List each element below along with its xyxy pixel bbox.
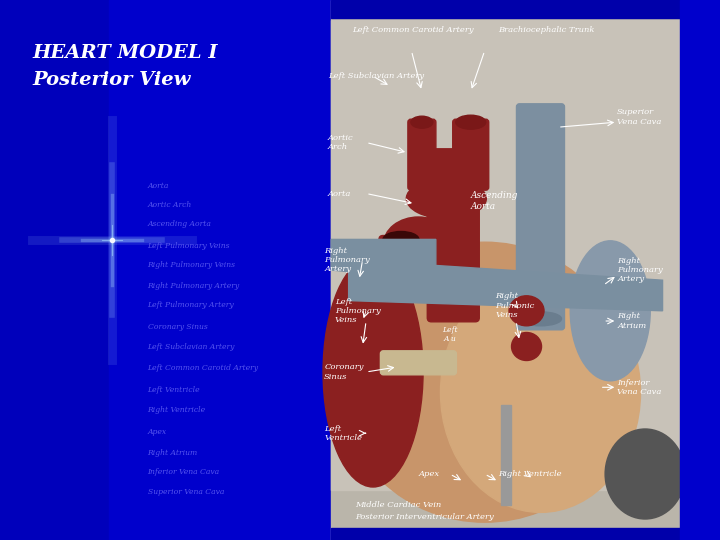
Bar bbox=[500, 404, 510, 504]
Text: Right Ventricle: Right Ventricle bbox=[148, 407, 206, 414]
Text: Superior Vena Cava: Superior Vena Cava bbox=[148, 489, 224, 496]
Ellipse shape bbox=[383, 232, 419, 247]
Ellipse shape bbox=[406, 179, 486, 219]
Ellipse shape bbox=[383, 217, 454, 272]
Text: Left
Ventricle: Left Ventricle bbox=[324, 424, 362, 442]
Text: Right Ventricle: Right Ventricle bbox=[499, 470, 562, 478]
Text: Right
Atrium: Right Atrium bbox=[617, 313, 647, 329]
Ellipse shape bbox=[411, 116, 433, 128]
FancyBboxPatch shape bbox=[380, 351, 456, 375]
Text: Superior
Vena Cava: Superior Vena Cava bbox=[617, 109, 662, 126]
Text: Left Pulmonary Artery: Left Pulmonary Artery bbox=[148, 301, 234, 309]
Text: Apex: Apex bbox=[418, 470, 439, 478]
Ellipse shape bbox=[456, 115, 486, 129]
Text: Left Subclavian Artery: Left Subclavian Artery bbox=[148, 343, 235, 350]
Text: Right Atrium: Right Atrium bbox=[148, 449, 198, 456]
Text: Apex: Apex bbox=[148, 428, 167, 436]
Ellipse shape bbox=[340, 242, 630, 522]
Ellipse shape bbox=[511, 333, 541, 361]
Text: Right
Pulmonary
Artery: Right Pulmonary Artery bbox=[324, 247, 370, 273]
Text: Middle Cardiac Vein: Middle Cardiac Vein bbox=[356, 501, 442, 509]
Text: Ascending
Aorta: Ascending Aorta bbox=[471, 191, 518, 211]
Text: Posterior Interventricular Artery: Posterior Interventricular Artery bbox=[356, 514, 495, 521]
FancyBboxPatch shape bbox=[427, 149, 480, 322]
Text: Left Common Carotid Artery: Left Common Carotid Artery bbox=[352, 26, 474, 35]
FancyBboxPatch shape bbox=[379, 235, 423, 294]
Ellipse shape bbox=[441, 272, 641, 512]
Text: Brachiocephalic Trunk: Brachiocephalic Trunk bbox=[499, 26, 595, 35]
Ellipse shape bbox=[351, 347, 395, 397]
Bar bbox=[331, 0, 720, 540]
Ellipse shape bbox=[509, 296, 544, 326]
Ellipse shape bbox=[605, 429, 685, 519]
Text: Left Subclavian Artery: Left Subclavian Artery bbox=[328, 72, 424, 80]
Text: Inferior Vena Cava: Inferior Vena Cava bbox=[148, 469, 220, 476]
Text: Coronary Sinus: Coronary Sinus bbox=[148, 323, 207, 330]
FancyBboxPatch shape bbox=[453, 119, 489, 190]
Text: Aortic Arch: Aortic Arch bbox=[148, 201, 192, 209]
Polygon shape bbox=[331, 239, 436, 280]
Text: Coronary
Sinus: Coronary Sinus bbox=[324, 363, 364, 381]
Bar bbox=[331, 528, 720, 540]
Ellipse shape bbox=[332, 311, 387, 351]
Ellipse shape bbox=[570, 241, 650, 381]
Polygon shape bbox=[348, 260, 662, 311]
Bar bbox=[331, 0, 720, 18]
Text: Right Pulmonary Artery: Right Pulmonary Artery bbox=[148, 282, 240, 290]
Ellipse shape bbox=[520, 312, 562, 326]
Text: Aortic
Arch: Aortic Arch bbox=[328, 134, 354, 151]
Bar bbox=[331, 20, 680, 490]
Bar bbox=[680, 0, 720, 540]
Text: Aorta: Aorta bbox=[148, 183, 169, 190]
Ellipse shape bbox=[323, 257, 423, 487]
Text: Right
Pulmonic
Veins: Right Pulmonic Veins bbox=[495, 293, 534, 319]
Text: Right Pulmonary Veins: Right Pulmonary Veins bbox=[148, 261, 235, 268]
Text: Ascending Aorta: Ascending Aorta bbox=[148, 220, 212, 228]
Text: Left Common Carotid Artery: Left Common Carotid Artery bbox=[148, 364, 258, 372]
Text: Posterior View: Posterior View bbox=[32, 71, 191, 89]
FancyBboxPatch shape bbox=[408, 119, 436, 190]
Bar bbox=[109, 0, 331, 540]
Text: HEART MODEL I: HEART MODEL I bbox=[32, 44, 218, 62]
Text: Left
Pulmonary
Veins: Left Pulmonary Veins bbox=[335, 298, 380, 324]
FancyBboxPatch shape bbox=[516, 104, 564, 330]
Text: Left Ventricle: Left Ventricle bbox=[148, 386, 200, 394]
Text: Left
A u: Left A u bbox=[442, 326, 458, 343]
Text: Left Pulmonary Veins: Left Pulmonary Veins bbox=[148, 242, 230, 249]
Text: Aorta: Aorta bbox=[328, 190, 351, 198]
Text: Right
Pulmonary
Artery: Right Pulmonary Artery bbox=[617, 257, 663, 283]
Text: Inferior
Vena Cava: Inferior Vena Cava bbox=[617, 379, 662, 396]
